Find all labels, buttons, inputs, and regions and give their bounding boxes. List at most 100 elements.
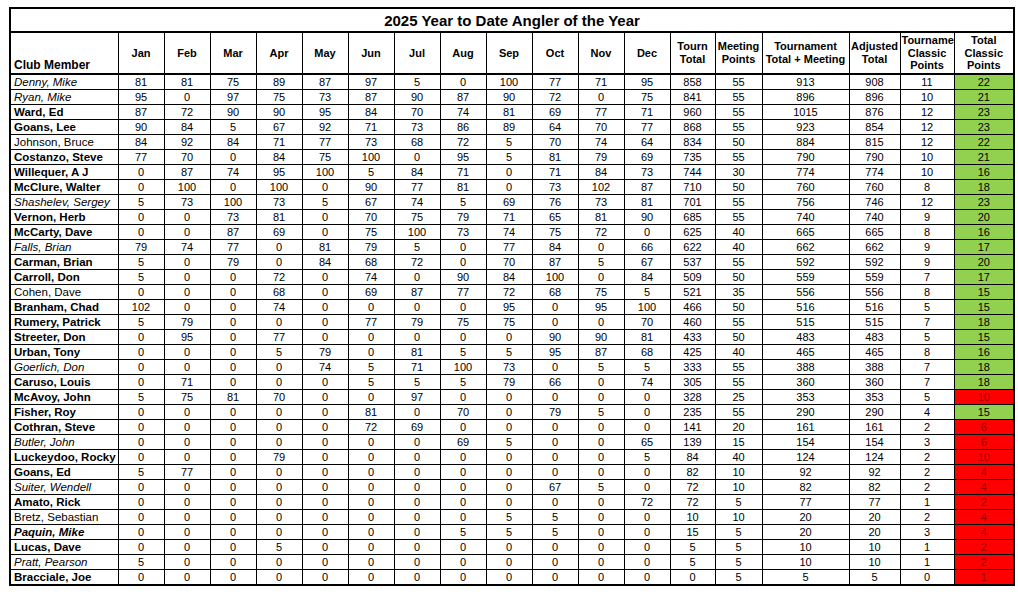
month-score-sep: 5 (486, 345, 532, 360)
month-score-feb: 92 (164, 135, 210, 150)
month-score-may: 81 (302, 240, 348, 255)
member-name: Johnson, Bruce (10, 135, 118, 150)
month-score-sep: 77 (486, 240, 532, 255)
month-score-dec: 0 (624, 555, 670, 570)
month-score-jul: 0 (394, 510, 440, 525)
table-row: McAvoy, John5758170009700000328253533535… (10, 390, 1014, 405)
month-score-may: 0 (302, 450, 348, 465)
month-score-nov: 0 (578, 375, 624, 390)
total-classic-points-cell: 2 (954, 540, 1014, 555)
tournament-total-meeting-cell: 353 (762, 390, 849, 405)
tourn-total-cell: 5 (670, 555, 715, 570)
meeting-points-cell: 20 (715, 420, 762, 435)
tournament-classic-points-cell: 2 (900, 420, 954, 435)
month-score-aug: 72 (440, 135, 486, 150)
adjusted-total-cell: 746 (849, 195, 900, 210)
month-score-nov: 102 (578, 180, 624, 195)
tournament-total-meeting-cell: 20 (762, 525, 849, 540)
month-score-jul: 71 (394, 360, 440, 375)
total-classic-points-cell: 6 (954, 435, 1014, 450)
month-score-may: 0 (302, 465, 348, 480)
table-row: Pratt, Pearson50000000000055101012 (10, 555, 1014, 570)
tournament-classic-points-cell: 1 (900, 540, 954, 555)
month-score-aug: 0 (440, 450, 486, 465)
month-score-jul: 0 (394, 150, 440, 165)
month-score-nov: 0 (578, 555, 624, 570)
month-score-apr: 0 (256, 570, 302, 586)
month-score-may: 5 (302, 195, 348, 210)
month-score-mar: 0 (210, 150, 256, 165)
month-score-jun: 90 (348, 180, 394, 195)
month-score-nov: 95 (578, 300, 624, 315)
member-name: Carman, Brian (10, 255, 118, 270)
month-score-oct: 0 (532, 360, 578, 375)
tournament-total-meeting-cell: 740 (762, 210, 849, 225)
member-name: Shashelev, Sergey (10, 195, 118, 210)
tournament-classic-points-cell: 5 (900, 300, 954, 315)
month-score-jul: 69 (394, 420, 440, 435)
tournament-total-meeting-cell: 10 (762, 540, 849, 555)
table-row: Cothran, Steve00000726900000141201611612… (10, 420, 1014, 435)
meeting-points-cell: 55 (715, 405, 762, 420)
month-score-jul: 77 (394, 180, 440, 195)
month-score-jun: 0 (348, 495, 394, 510)
month-score-sep: 0 (486, 570, 532, 586)
table-row: Bracciale, Joe000000000000055501 (10, 570, 1014, 586)
month-score-jan: 0 (118, 375, 164, 390)
tournament-classic-points-cell: 8 (900, 180, 954, 195)
month-score-aug: 90 (440, 270, 486, 285)
month-score-sep: 0 (486, 480, 532, 495)
month-score-jan: 0 (118, 330, 164, 345)
tourn-total-cell: 141 (670, 420, 715, 435)
member-name: McAvoy, John (10, 390, 118, 405)
tournament-total-meeting-cell: 360 (762, 375, 849, 390)
tournament-classic-points-cell: 1 (900, 555, 954, 570)
meeting-points-cell: 10 (715, 480, 762, 495)
month-score-jan: 0 (118, 360, 164, 375)
total-classic-points-cell: 4 (954, 525, 1014, 540)
tournament-total-meeting-cell: 913 (762, 74, 849, 90)
month-score-jan: 0 (118, 540, 164, 555)
tournament-total-meeting-cell: 10 (762, 555, 849, 570)
month-score-apr: 74 (256, 300, 302, 315)
total-classic-points-cell: 6 (954, 420, 1014, 435)
member-name: Ryan, Mike (10, 90, 118, 105)
month-score-jun: 0 (348, 525, 394, 540)
member-name: Bracciale, Joe (10, 570, 118, 586)
table-row: Rumery, Patrick5790007779757500704605551… (10, 315, 1014, 330)
month-score-feb: 75 (164, 390, 210, 405)
month-score-oct: 81 (532, 150, 578, 165)
month-score-jul: 100 (394, 225, 440, 240)
total-classic-points-cell: 17 (954, 270, 1014, 285)
table-row: Ryan, Mike950977573879087907207584155896… (10, 90, 1014, 105)
month-score-jun: 77 (348, 315, 394, 330)
adjusted-total-cell: 790 (849, 150, 900, 165)
month-score-feb: 0 (164, 450, 210, 465)
month-score-mar: 0 (210, 540, 256, 555)
month-score-feb: 0 (164, 555, 210, 570)
total-classic-points-cell: 20 (954, 210, 1014, 225)
month-score-mar: 0 (210, 570, 256, 586)
month-score-aug: 87 (440, 90, 486, 105)
column-header-jul: Jul (394, 32, 440, 74)
table-row: Goerlich, Don000074571100730553335538838… (10, 360, 1014, 375)
adjusted-total-cell: 896 (849, 90, 900, 105)
month-score-feb: 0 (164, 345, 210, 360)
tournament-total-meeting-cell: 559 (762, 270, 849, 285)
month-score-dec: 71 (624, 105, 670, 120)
member-name: McCarty, Dave (10, 225, 118, 240)
tournament-total-meeting-cell: 465 (762, 345, 849, 360)
month-score-jun: 67 (348, 195, 394, 210)
month-score-dec: 0 (624, 390, 670, 405)
month-score-feb: 100 (164, 180, 210, 195)
tourn-total-cell: 834 (670, 135, 715, 150)
month-score-feb: 70 (164, 150, 210, 165)
month-score-nov: 73 (578, 195, 624, 210)
month-score-aug: 5 (440, 375, 486, 390)
month-score-dec: 100 (624, 300, 670, 315)
tournament-classic-points-cell: 12 (900, 195, 954, 210)
month-score-sep: 72 (486, 285, 532, 300)
month-score-jun: 84 (348, 105, 394, 120)
month-score-aug: 0 (440, 495, 486, 510)
member-name: Pratt, Pearson (10, 555, 118, 570)
